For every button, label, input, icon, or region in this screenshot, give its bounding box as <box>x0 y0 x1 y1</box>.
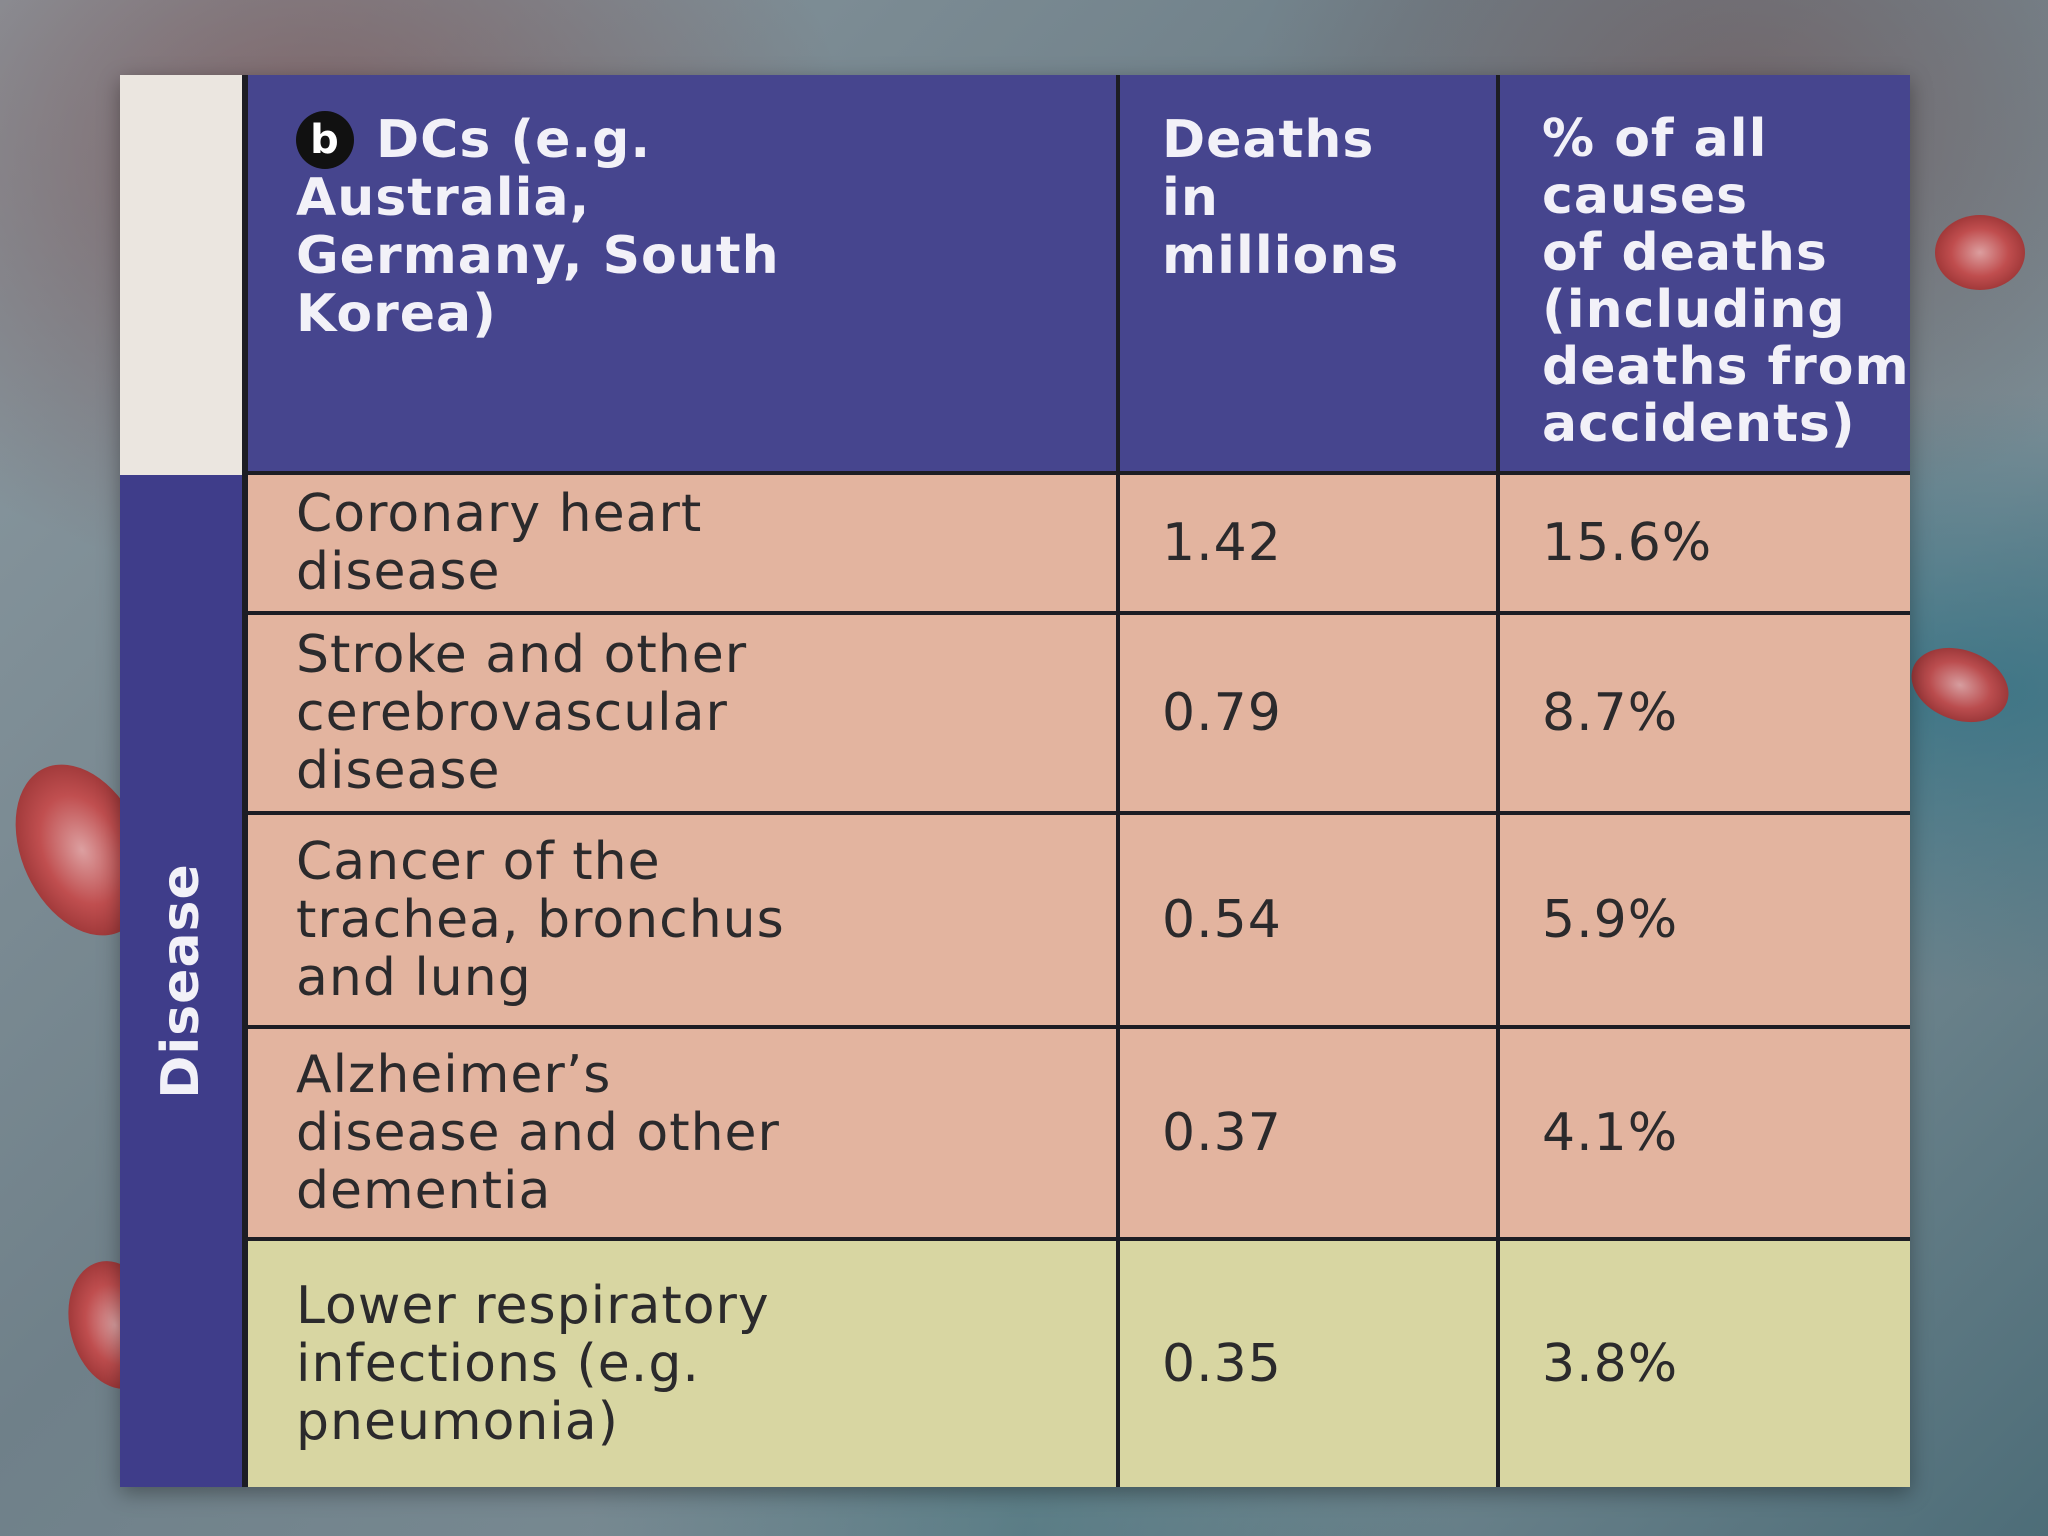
blood-cell-image <box>1901 635 2019 735</box>
table-row-deaths: 1.42 <box>1120 475 1496 611</box>
table-row-percent: 8.7% <box>1500 615 1910 811</box>
table-row-deaths: 0.35 <box>1120 1241 1496 1487</box>
header-country-first-line: DCs (e.g. <box>376 110 652 170</box>
table-row-disease: Coronary heart disease <box>248 475 1116 611</box>
table-row-percent: 5.9% <box>1500 815 1910 1025</box>
table-row-deaths: 0.37 <box>1120 1029 1496 1237</box>
table-row-deaths: 0.54 <box>1120 815 1496 1025</box>
table-row-disease: Alzheimer’s disease and other dementia <box>248 1029 1116 1237</box>
table-row-deaths: 0.79 <box>1120 615 1496 811</box>
table-row-disease: Cancer of the trachea, bronchus and lung <box>248 815 1116 1025</box>
header-country-examples: Australia, Germany, South Korea) <box>296 168 780 344</box>
deaths-table: b DCs (e.g. Australia, Germany, South Ko… <box>120 75 1910 1487</box>
table-row-percent: 15.6% <box>1500 475 1910 611</box>
blood-cell-image <box>1935 215 2025 290</box>
section-badge: b <box>296 111 354 169</box>
table-row-disease: Stroke and other cerebrovascular disease <box>248 615 1116 811</box>
header-deaths-millions: Deaths in millions <box>1120 75 1496 471</box>
table-row-disease: Lower respiratory infections (e.g. pneum… <box>248 1241 1116 1487</box>
table-row-percent: 4.1% <box>1500 1029 1910 1237</box>
header-percent-deaths: % of all causes of deaths (including dea… <box>1500 75 1910 471</box>
disease-side-label: Disease <box>120 475 242 1487</box>
table-row-percent: 3.8% <box>1500 1241 1910 1487</box>
header-country-group: b DCs (e.g. Australia, Germany, South Ko… <box>248 75 1116 471</box>
table-photo: b DCs (e.g. Australia, Germany, South Ko… <box>120 75 1910 1487</box>
